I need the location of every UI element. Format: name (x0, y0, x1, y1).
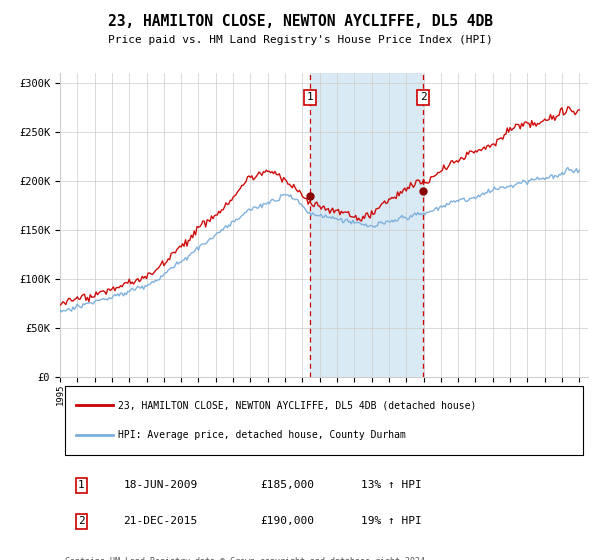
Text: Contains HM Land Registry data © Crown copyright and database right 2024.
This d: Contains HM Land Registry data © Crown c… (65, 557, 430, 560)
Text: 2: 2 (419, 92, 427, 102)
Text: 23, HAMILTON CLOSE, NEWTON AYCLIFFE, DL5 4DB: 23, HAMILTON CLOSE, NEWTON AYCLIFFE, DL5… (107, 14, 493, 29)
FancyBboxPatch shape (65, 386, 583, 455)
Text: 18-JUN-2009: 18-JUN-2009 (124, 480, 197, 491)
Text: 19% ↑ HPI: 19% ↑ HPI (361, 516, 422, 526)
Text: 13% ↑ HPI: 13% ↑ HPI (361, 480, 422, 491)
Text: £185,000: £185,000 (260, 480, 314, 491)
Text: 1: 1 (78, 480, 85, 491)
Text: 2: 2 (78, 516, 85, 526)
Text: £190,000: £190,000 (260, 516, 314, 526)
Text: HPI: Average price, detached house, County Durham: HPI: Average price, detached house, Coun… (118, 430, 406, 440)
Text: 1: 1 (307, 92, 314, 102)
Text: 21-DEC-2015: 21-DEC-2015 (124, 516, 197, 526)
Text: 23, HAMILTON CLOSE, NEWTON AYCLIFFE, DL5 4DB (detached house): 23, HAMILTON CLOSE, NEWTON AYCLIFFE, DL5… (118, 400, 476, 410)
Text: Price paid vs. HM Land Registry's House Price Index (HPI): Price paid vs. HM Land Registry's House … (107, 35, 493, 45)
Bar (310, 73, 423, 377)
